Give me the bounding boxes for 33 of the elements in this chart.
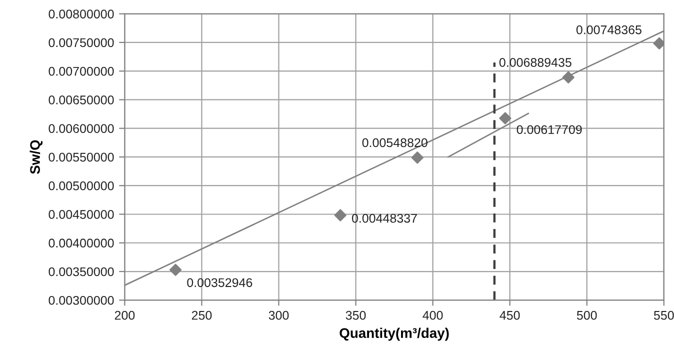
y-tick-label: 0.00700000 xyxy=(48,66,114,76)
y-tick-label: 0.00800000 xyxy=(48,10,114,18)
y-tick-label: 0.00750000 xyxy=(48,38,114,48)
x-tick-label: 350 xyxy=(346,310,366,320)
y-tick-label: 0.00500000 xyxy=(48,181,114,190)
y-tick-label: 0.00650000 xyxy=(48,96,114,104)
x-tick-label: 300 xyxy=(268,310,289,320)
point xyxy=(411,152,424,164)
x-axis-title: Quantity(m³/day) xyxy=(340,328,449,341)
y-tick-label: 0.00600000 xyxy=(48,124,114,133)
point xyxy=(334,209,346,222)
x-tick-label: 450 xyxy=(500,310,520,320)
data-label: 0.00748365 xyxy=(576,25,642,34)
y-tick-label: 0.00300000 xyxy=(48,296,114,305)
data-label: 0.006889435 xyxy=(499,58,572,67)
x-tick-label: 200 xyxy=(114,310,135,320)
x-tick-label: 400 xyxy=(422,310,443,320)
point xyxy=(169,264,182,276)
y-tick-label: 0.00400000 xyxy=(48,238,114,248)
y-axis-title: Sw/Q xyxy=(30,140,43,174)
point xyxy=(562,71,574,84)
data-label: 0.00548820 xyxy=(362,138,428,148)
data-label: 0.00617709 xyxy=(516,125,582,134)
x-tick-label: 250 xyxy=(192,310,212,320)
point xyxy=(653,37,664,50)
x-tick-label: 500 xyxy=(576,310,597,320)
data-label: 0.00448337 xyxy=(352,214,417,223)
y-tick-label: 0.00450000 xyxy=(48,210,114,219)
point xyxy=(499,112,512,124)
y-tick-label: 0.00350000 xyxy=(48,267,114,276)
y-tick-label: 0.00550000 xyxy=(48,152,114,162)
data-label: 0.00352946 xyxy=(187,278,252,288)
x-tick-label: 550 xyxy=(654,310,674,320)
